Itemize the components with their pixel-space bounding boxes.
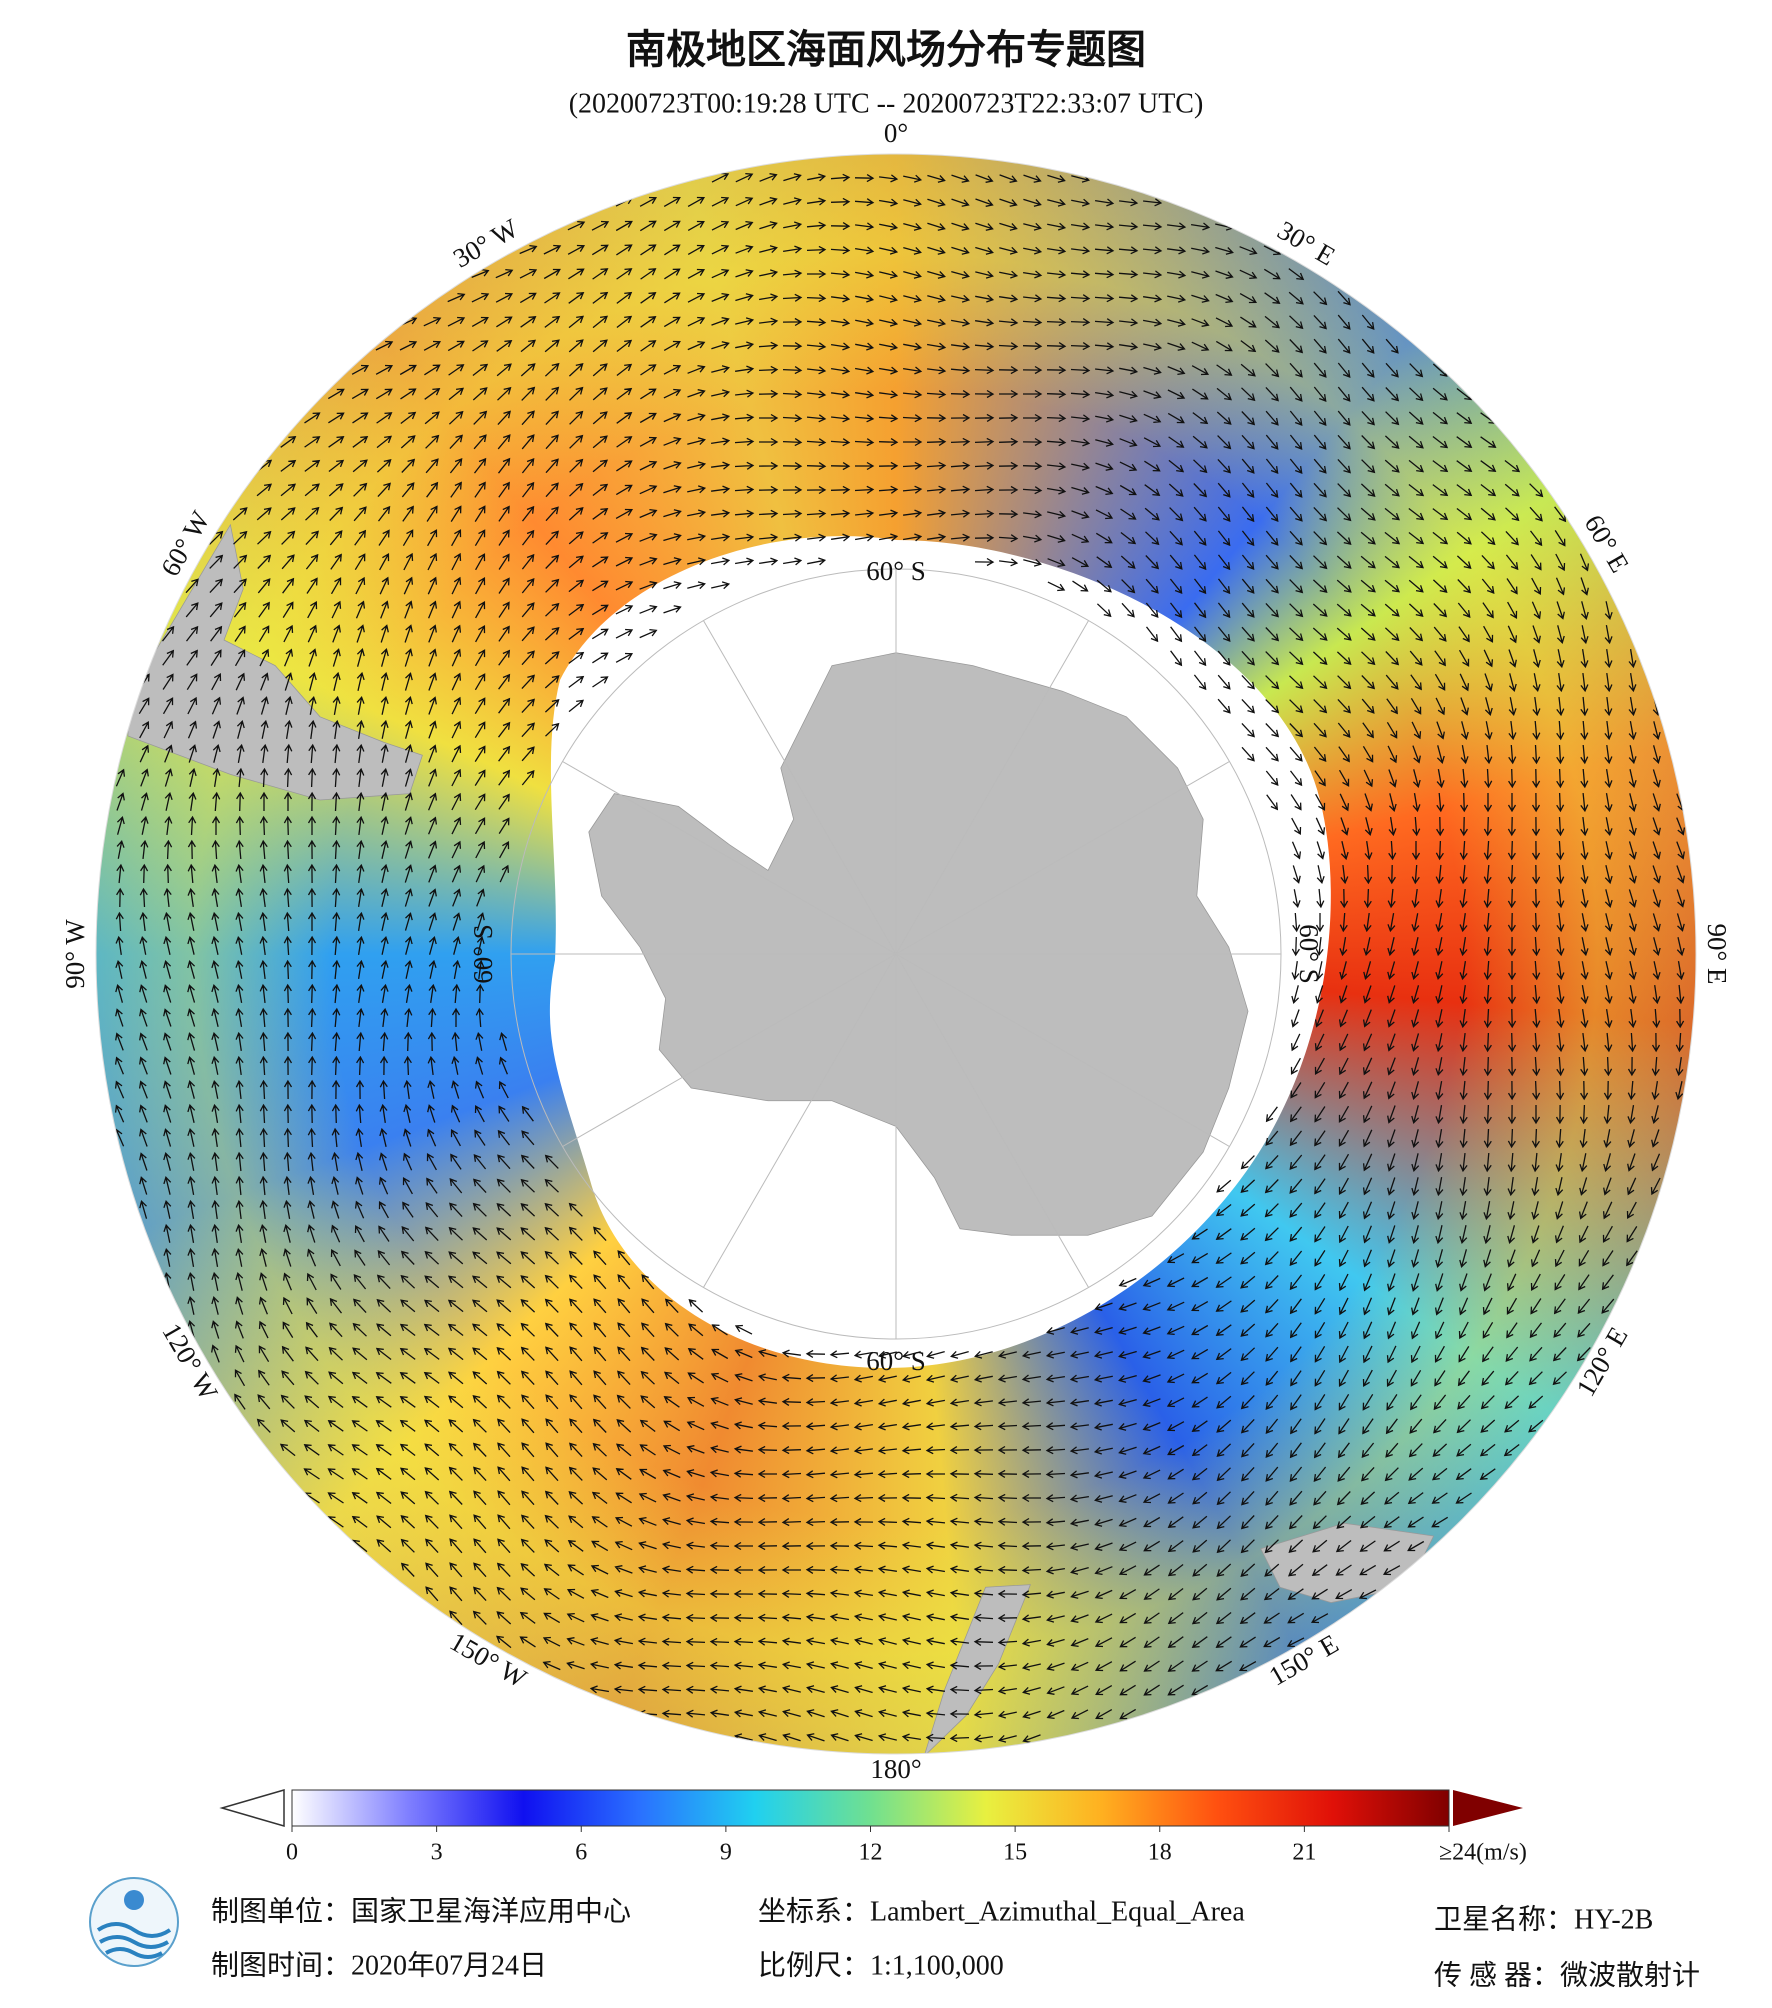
longitude-label: 150° W bbox=[445, 1626, 532, 1694]
latitude-label: 60° S bbox=[866, 1346, 926, 1376]
meridian bbox=[895, 953, 1230, 1147]
longitude-label: 90° E bbox=[1702, 923, 1732, 984]
australia bbox=[1260, 1522, 1435, 1603]
meridian bbox=[562, 761, 897, 955]
title: 南极地区海面风场分布专题图 bbox=[626, 27, 1146, 72]
date: 制图时间：2020年07月24日 bbox=[211, 1949, 547, 1981]
longitude-label: 90° W bbox=[60, 919, 90, 989]
meridian bbox=[562, 953, 897, 1147]
satellite: 卫星名称：HY-2B bbox=[1434, 1903, 1653, 1935]
projection: 坐标系：Lambert_Azimuthal_Equal_Area bbox=[758, 1895, 1245, 1927]
colorbar-tick-label: 3 bbox=[431, 1840, 443, 1866]
colorbar-tick-label: 0 bbox=[286, 1840, 298, 1866]
colorbar-tick-label: 18 bbox=[1148, 1840, 1172, 1866]
meridian bbox=[895, 620, 1089, 955]
longitude-label: 0° bbox=[884, 118, 908, 148]
subtitle: (20200723T00:19:28 UTC -- 20200723T22:33… bbox=[569, 88, 1204, 119]
colorbar-extend-low bbox=[219, 1789, 285, 1827]
graticule bbox=[510, 568, 1282, 1340]
longitude-label: 30° W bbox=[448, 213, 524, 274]
latitude-label: 60° S bbox=[1294, 924, 1324, 984]
colorbar bbox=[291, 1789, 1450, 1827]
colorbar-tick-label: 9 bbox=[720, 1840, 732, 1866]
antarctica bbox=[588, 652, 1249, 1236]
wind-arrows bbox=[114, 172, 1686, 1743]
meridian bbox=[895, 761, 1230, 955]
scale: 比例尺：1:1,100,000 bbox=[758, 1949, 1004, 1981]
meridian bbox=[703, 620, 897, 955]
latitude-label: 60° S bbox=[866, 556, 926, 586]
longitude-label: 180° bbox=[870, 1754, 921, 1784]
colorbar-extend-high bbox=[1453, 1790, 1523, 1826]
latitude-label: 60° S bbox=[468, 924, 498, 984]
meridian bbox=[703, 953, 897, 1288]
sensor: 传 感 器：微波散射计 bbox=[1434, 1959, 1700, 1991]
longitude-label: 120° W bbox=[156, 1318, 224, 1405]
land-and-ice bbox=[114, 172, 1686, 1754]
meridian bbox=[895, 953, 1089, 1288]
logo bbox=[89, 1877, 179, 1967]
new-zealand bbox=[923, 1584, 1031, 1754]
colorbar-tick-label: 6 bbox=[575, 1840, 587, 1866]
colorbar-tick-label: 21 bbox=[1292, 1840, 1316, 1866]
colorbar-tick-label: 15 bbox=[1003, 1840, 1027, 1866]
longitude-label: 30° E bbox=[1272, 215, 1340, 272]
longitude-label: 60° E bbox=[1579, 510, 1636, 578]
map-border bbox=[95, 153, 1697, 1755]
organization: 制图单位：国家卫星海洋应用中心 bbox=[211, 1895, 631, 1927]
south-america bbox=[127, 523, 423, 801]
colorbar-tick-label: ≥24(m/s) bbox=[1439, 1840, 1527, 1866]
colorbar-tick-label: 12 bbox=[859, 1840, 883, 1866]
